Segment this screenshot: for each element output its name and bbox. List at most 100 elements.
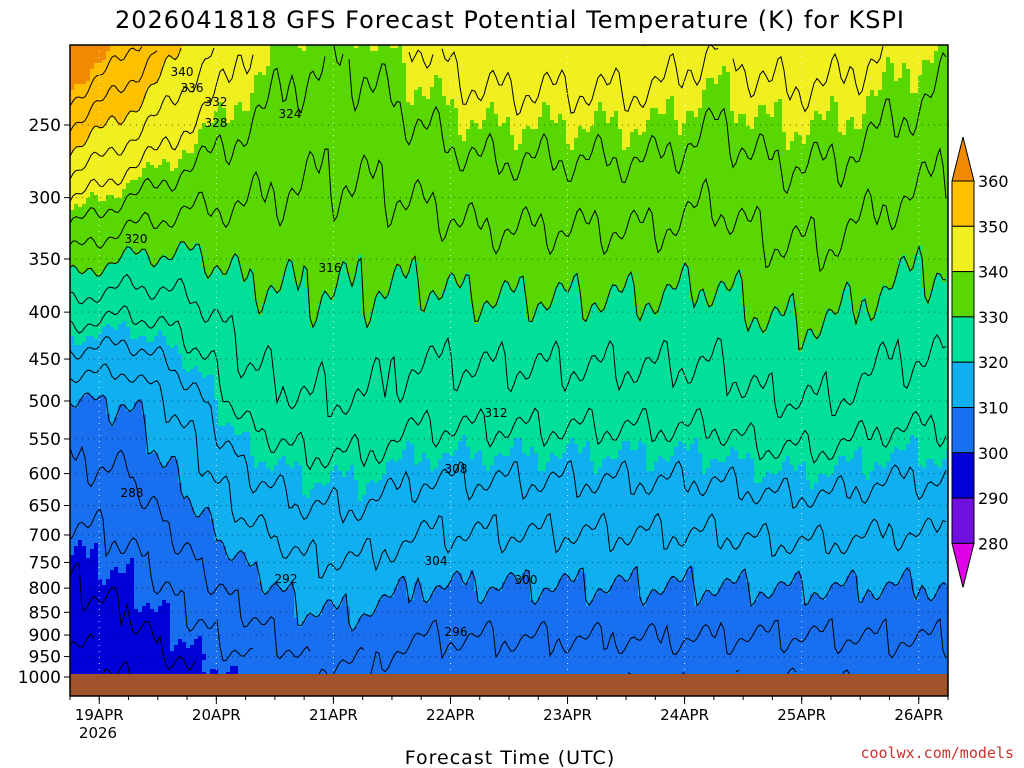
theta-band-cell bbox=[266, 291, 271, 469]
theta-band-cell bbox=[142, 336, 147, 415]
theta-band-cell bbox=[330, 471, 335, 604]
theta-band-cell bbox=[874, 96, 879, 313]
theta-band-cell bbox=[470, 303, 475, 460]
theta-band-cell bbox=[118, 573, 123, 696]
theta-band-cell bbox=[494, 588, 499, 696]
theta-band-cell bbox=[134, 255, 139, 340]
theta-band-cell bbox=[266, 45, 271, 67]
theta-band-cell bbox=[438, 78, 443, 301]
theta-band-cell bbox=[162, 45, 167, 64]
theta-band-cell bbox=[802, 144, 807, 343]
theta-band-cell bbox=[82, 45, 87, 85]
theta-band-cell bbox=[766, 324, 771, 472]
theta-band-cell bbox=[466, 45, 471, 130]
theta-band-cell bbox=[402, 63, 407, 277]
theta-band-cell bbox=[90, 45, 95, 70]
theta-band-cell bbox=[98, 63, 103, 130]
theta-band-cell bbox=[182, 642, 187, 696]
theta-band-cell bbox=[594, 474, 599, 595]
theta-band-cell bbox=[902, 255, 907, 451]
theta-band-cell bbox=[306, 615, 311, 696]
theta-band-cell bbox=[166, 603, 171, 696]
isentrope-line bbox=[70, 46, 143, 107]
theta-band-cell bbox=[502, 123, 507, 283]
theta-band-cell bbox=[906, 267, 911, 445]
theta-band-cell bbox=[118, 324, 123, 406]
contour-label: 292 bbox=[275, 572, 298, 586]
contour-label: 308 bbox=[445, 462, 468, 476]
theta-band-cell bbox=[842, 585, 847, 694]
theta-band-cell bbox=[542, 471, 547, 589]
theta-band-cell bbox=[570, 438, 575, 583]
theta-band-cell bbox=[114, 45, 119, 121]
theta-band-cell bbox=[874, 45, 879, 97]
theta-band-cell bbox=[454, 450, 459, 574]
theta-band-cell bbox=[498, 453, 503, 592]
theta-band-cell bbox=[286, 465, 291, 589]
theta-band-cell bbox=[386, 597, 391, 696]
theta-band-cell bbox=[702, 594, 707, 696]
theta-band-cell bbox=[566, 291, 571, 445]
theta-band-cell bbox=[226, 45, 231, 124]
y-tick-label: 950 bbox=[29, 648, 61, 668]
theta-band-cell bbox=[202, 123, 207, 268]
theta-band-cell bbox=[754, 45, 759, 118]
theta-band-cell bbox=[218, 102, 223, 271]
theta-band-cell bbox=[534, 603, 539, 696]
theta-band-cell bbox=[702, 291, 707, 475]
theta-band-cell bbox=[422, 96, 427, 313]
theta-band-cell bbox=[622, 441, 627, 580]
theta-band-cell bbox=[750, 606, 755, 696]
theta-band-cell bbox=[438, 585, 443, 696]
theta-band-cell bbox=[638, 321, 643, 442]
theta-band-cell bbox=[274, 582, 279, 696]
contour-label: 288 bbox=[121, 486, 144, 500]
theta-band-cell bbox=[858, 603, 863, 696]
theta-band-cell bbox=[862, 45, 867, 115]
theta-band-cell bbox=[914, 255, 919, 439]
theta-band-cell bbox=[674, 288, 679, 448]
theta-band-cell bbox=[662, 459, 667, 592]
theta-band-cell bbox=[514, 438, 519, 580]
theta-band-cell bbox=[82, 342, 87, 397]
theta-band-cell bbox=[306, 498, 311, 616]
theta-band-cell bbox=[122, 573, 127, 696]
theta-band-cell bbox=[174, 45, 179, 61]
theta-band-cell bbox=[494, 45, 499, 115]
theta-band-cell bbox=[202, 654, 207, 661]
theta-band-cell bbox=[510, 135, 515, 292]
theta-band-cell bbox=[686, 570, 691, 696]
theta-band-cell bbox=[482, 45, 487, 121]
theta-band-cell bbox=[910, 579, 915, 696]
theta-band-cell bbox=[214, 540, 219, 670]
y-tick-label: 550 bbox=[29, 430, 61, 450]
theta-band-cell bbox=[142, 168, 147, 250]
theta-band-cell bbox=[746, 582, 751, 696]
theta-band-cell bbox=[906, 567, 911, 696]
theta-band-cell bbox=[618, 45, 623, 130]
theta-band-cell bbox=[242, 552, 247, 685]
theta-band-cell bbox=[166, 162, 171, 259]
theta-band-cell bbox=[526, 126, 531, 319]
theta-band-cell bbox=[106, 45, 111, 52]
y-tick-label: 650 bbox=[29, 496, 61, 516]
theta-band-cell bbox=[502, 456, 507, 583]
theta-band-cell bbox=[82, 204, 87, 274]
theta-band-cell bbox=[586, 606, 591, 696]
theta-band-cell bbox=[70, 267, 75, 337]
theta-band-cell bbox=[434, 468, 439, 589]
theta-band-cell bbox=[206, 45, 211, 127]
colorbar-label: 340 bbox=[978, 263, 1009, 282]
theta-band-cell bbox=[830, 96, 835, 313]
x-tick-label: 25APR bbox=[777, 706, 826, 724]
theta-band-cell bbox=[158, 330, 163, 463]
theta-band-cell bbox=[298, 627, 303, 696]
theta-band-cell bbox=[902, 63, 907, 256]
theta-band-cell bbox=[186, 372, 191, 499]
theta-band-cell bbox=[554, 456, 559, 589]
theta-band-cell bbox=[134, 609, 139, 696]
theta-band-cell bbox=[418, 45, 423, 88]
isentrope-line bbox=[70, 508, 902, 677]
theta-band-cell bbox=[422, 453, 427, 601]
